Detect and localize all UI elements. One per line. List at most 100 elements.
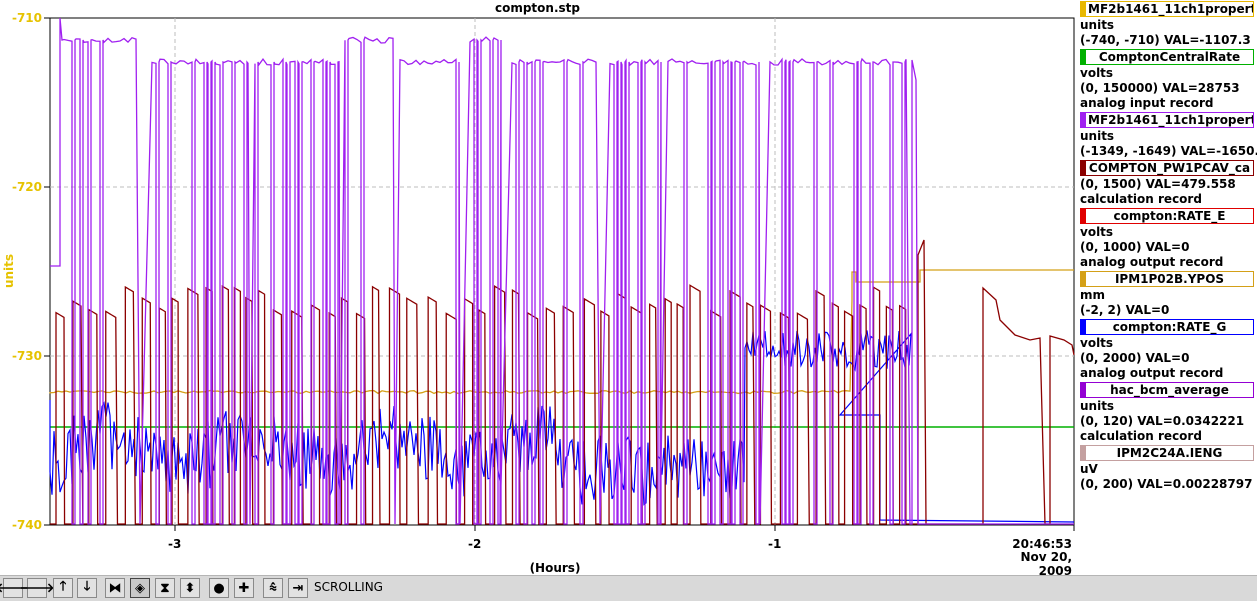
color-swatch: [1081, 320, 1086, 334]
xtick-label-3: -3: [168, 537, 182, 551]
legend-channel-button[interactable]: MF2b1461_11ch1property.F: [1080, 112, 1254, 128]
color-swatch: [1081, 446, 1086, 460]
plus-icon: ✚: [238, 580, 250, 596]
channel-info-line: (0, 200) VAL=0.00228797: [1080, 477, 1253, 491]
color-swatch: [1081, 161, 1086, 175]
trace-compton-rate-g: [49, 330, 1075, 523]
channel-info-line: volts: [1080, 225, 1114, 239]
expand-x-button[interactable]: ◈: [130, 578, 150, 598]
channel-info-line: analog output record: [1080, 366, 1224, 380]
ytick-label-720: -720: [11, 180, 42, 194]
legend-channel-button[interactable]: MF2b1461_11ch1property.E: [1080, 1, 1254, 17]
color-swatch: [1081, 209, 1086, 223]
jump-to-end-icon: ⇥: [292, 580, 304, 596]
legend-channel-button[interactable]: compton:RATE_G: [1080, 319, 1254, 335]
channel-info-line: (0, 1500) VAL=479.558: [1080, 177, 1236, 191]
ytick-label-740: -740: [11, 518, 42, 532]
strip-chart-plot: [44, 17, 1075, 531]
legend-entry: IPM2C24A.IENG uV (0, 200) VAL=0.00228797: [1080, 445, 1257, 492]
channel-name: IPM1P02B.YPOS: [1114, 272, 1225, 286]
channel-info-line: (-2, 2) VAL=0: [1080, 303, 1170, 317]
legend-channel-button[interactable]: ComptonCentralRate: [1080, 49, 1254, 65]
end-time-label: 20:46:53: [1012, 537, 1072, 551]
x-axis-label: (Hours): [529, 561, 581, 575]
channel-info-line: volts: [1080, 66, 1114, 80]
channel-info-line: (0, 120) VAL=0.0342221: [1080, 414, 1245, 428]
color-swatch: [1081, 50, 1086, 64]
channel-info-line: mm: [1080, 288, 1106, 302]
legend-channel-button[interactable]: IPM2C24A.IENG: [1080, 445, 1254, 461]
circle-icon: ●: [213, 580, 225, 596]
channel-name: MF2b1461_11ch1property.F: [1088, 113, 1253, 127]
scroll-right-button[interactable]: 🡒: [20, 578, 54, 598]
channel-name: IPM2C24A.IENG: [1116, 446, 1223, 460]
trace-ipm1p02b-ypos: [49, 269, 1074, 395]
autoscale-icon: ⩯: [269, 580, 277, 596]
ytick-label-730: -730: [11, 349, 42, 363]
legend-channel-button[interactable]: compton:RATE_E: [1080, 208, 1254, 224]
compress-y-button[interactable]: ⧗: [155, 578, 175, 598]
plot-title: compton.stp: [494, 1, 580, 15]
channel-name: compton:RATE_E: [1113, 209, 1226, 223]
trace-mf2b1461-property-f: [50, 17, 1074, 525]
ticks: [44, 17, 1075, 531]
arrow-up-icon: 🡑: [59, 579, 67, 594]
compress-x-button[interactable]: ⧓: [105, 578, 125, 598]
channel-info-line: analog output record: [1080, 255, 1224, 269]
color-swatch: [1081, 272, 1086, 286]
arrow-right-icon: 🡒: [19, 581, 55, 596]
autoscale-button[interactable]: ⩯: [263, 578, 283, 598]
legend-entry: IPM1P02B.YPOS mm (-2, 2) VAL=0: [1080, 271, 1257, 318]
legend-entry: MF2b1461_11ch1property.Funits(-1349, -16…: [1080, 112, 1257, 159]
channel-info-line: (-740, -710) VAL=-1107.3: [1080, 33, 1251, 47]
expand-y-button[interactable]: ⬍: [180, 578, 200, 598]
compress-vertical-icon: ⧗: [160, 580, 170, 596]
channel-info-line: uV: [1080, 462, 1098, 476]
expand-horizontal-icon: ◈: [135, 580, 145, 596]
channel-name: MF2b1461_11ch1property.E: [1088, 2, 1253, 16]
legend-entry: MF2b1461_11ch1property.Eunits(-740, -710…: [1080, 1, 1257, 48]
xtick-label-2: -2: [468, 537, 482, 551]
channel-info-line: calculation record: [1080, 192, 1202, 206]
channel-info-line: (-1349, -1649) VAL=-1650.1: [1080, 144, 1257, 158]
legend-channel-button[interactable]: COMPTON_PW1PCAV_ca: [1080, 160, 1254, 176]
channel-info-line: units: [1080, 129, 1115, 143]
ytick-label-710: -710: [11, 11, 42, 25]
toolbar: 🡐 🡒 🡑 🡓 ⧓ ◈ ⧗ ⬍ ● ✚ ⩯ ⇥ SCROLLING: [0, 575, 1257, 601]
xtick-label-1: -1: [768, 537, 782, 551]
scroll-up-button[interactable]: 🡑: [53, 578, 73, 598]
legend-entry: ComptonCentralRate volts (0, 150000) VAL=2…: [1080, 49, 1257, 111]
legend-channel-button[interactable]: IPM1P02B.YPOS: [1080, 271, 1254, 287]
arrow-down-icon: 🡓: [83, 579, 91, 594]
channel-info-line: units: [1080, 18, 1115, 32]
zoom-in-button[interactable]: ✚: [234, 578, 254, 598]
channel-name: ComptonCentralRate: [1098, 50, 1241, 64]
channel-name: compton:RATE_G: [1112, 320, 1227, 334]
scroll-left-button[interactable]: 🡐: [0, 578, 30, 598]
plot-area: [49, 17, 1075, 526]
expand-vertical-icon: ⬍: [184, 580, 196, 596]
scroll-down-button[interactable]: 🡓: [77, 578, 97, 598]
channel-info-line: units: [1080, 399, 1115, 413]
channel-info-line: (0, 2000) VAL=0: [1080, 351, 1190, 365]
y-axis-label: units: [2, 253, 17, 289]
go-to-end-button[interactable]: ⇥: [288, 578, 308, 598]
legend-entry: COMPTON_PW1PCAV_ca (0, 1500) VAL=479.558 c…: [1080, 160, 1257, 207]
grid: [50, 18, 1074, 525]
end-date-label: Nov 20, 2009: [1020, 550, 1072, 578]
zoom-out-button[interactable]: ●: [209, 578, 229, 598]
compress-horizontal-icon: ⧓: [108, 580, 122, 596]
channel-info-line: volts: [1080, 336, 1114, 350]
color-swatch: [1081, 383, 1086, 397]
channel-name: COMPTON_PW1PCAV_ca: [1088, 161, 1251, 175]
color-swatch: [1081, 2, 1086, 16]
channel-info-line: (0, 1000) VAL=0: [1080, 240, 1190, 254]
channel-info-line: calculation record: [1080, 429, 1202, 443]
channel-info-line: (0, 150000) VAL=28753: [1080, 81, 1240, 95]
legend-channel-button[interactable]: hac_bcm_average: [1080, 382, 1254, 398]
arrow-left-icon: 🡐: [0, 581, 31, 596]
legend-panel: MF2b1461_11ch1property.Eunits(-740, -710…: [1080, 0, 1257, 492]
channel-name: hac_bcm_average: [1110, 383, 1229, 397]
